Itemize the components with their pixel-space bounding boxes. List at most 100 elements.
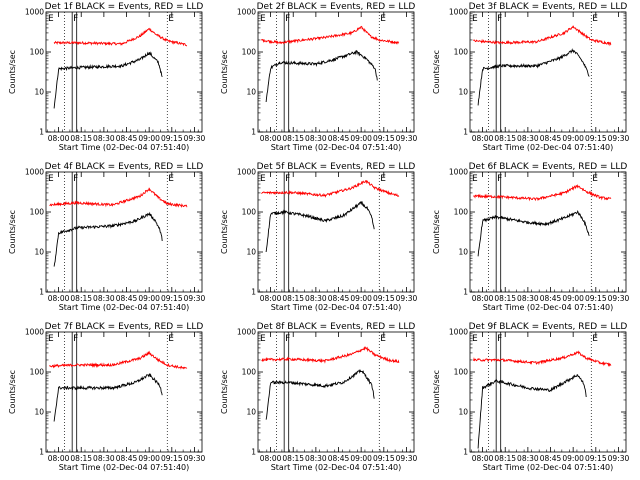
lld-rate-line [473,25,612,47]
x-tick-label: 09:00 [350,454,372,463]
x-axis-label: Start Time (02-Dec-04 07:51:40) [59,463,190,472]
y-axis-label: Counts/sec [8,210,17,254]
y-tick-label: 10 [34,248,44,257]
interval-marker-label: F [497,174,502,184]
y-tick-label: 1000 [237,8,256,17]
interval-marker-label: E [168,14,174,24]
interval-marker-label: F [285,174,290,184]
y-tick-label: 1000 [237,168,256,177]
y-tick-label: 100 [30,48,45,57]
interval-marker-label: E [260,334,266,344]
interval-marker-label: E [168,334,174,344]
interval-marker-label: F [497,14,502,24]
x-tick-label: 08:00 [260,294,282,303]
y-tick-label: 1 [39,448,44,457]
y-axis-label: Counts/sec [220,370,229,414]
y-tick-label: 100 [242,48,257,57]
detector-panel: Det 2f BLACK = Events, RED = LLD 1 10 100 10… [220,2,417,152]
y-tick-label: 1000 [449,8,468,17]
x-tick-label: 08:30 [305,134,327,143]
x-tick-label: 09:30 [608,134,630,143]
interval-marker-label: E [592,174,598,184]
x-tick-label: 08:15 [494,294,516,303]
x-axis-label: Start Time (02-Dec-04 07:51:40) [59,303,190,312]
interval-marker-label: E [48,174,54,184]
plot-frame [45,171,203,293]
interval-marker-label: E [380,334,386,344]
events-rate-line [53,373,163,422]
y-axis-label: Counts/sec [432,370,441,414]
x-tick-label: 09:15 [161,454,183,463]
x-tick-label: 08:30 [305,454,327,463]
x-tick-label: 08:00 [48,294,70,303]
x-tick-label: 08:15 [282,294,304,303]
interval-marker-label: E [48,334,54,344]
y-tick-label: 1 [39,288,44,297]
y-tick-label: 1000 [237,328,256,337]
y-tick-label: 100 [30,208,45,217]
plot-frame [469,171,627,293]
x-tick-label: 08:15 [70,294,92,303]
x-tick-label: 08:30 [93,134,115,143]
y-tick-label: 100 [454,48,469,57]
interval-marker-label: F [285,334,290,344]
y-tick-label: 1 [463,448,468,457]
x-tick-label: 09:15 [585,134,607,143]
y-tick-label: 100 [454,208,469,217]
x-axis-label: Start Time (02-Dec-04 07:51:40) [59,143,190,152]
x-tick-label: 09:00 [138,134,160,143]
x-tick-label: 08:45 [540,294,562,303]
events-rate-line [53,51,163,109]
y-tick-label: 10 [246,408,256,417]
x-tick-label: 08:00 [48,134,70,143]
interval-marker-label: E [168,174,174,184]
interval-marker-label: E [592,334,598,344]
x-tick-label: 09:00 [350,134,372,143]
plot-frame [257,171,415,293]
x-tick-label: 08:15 [494,134,516,143]
x-tick-label: 09:15 [373,294,395,303]
x-tick-label: 08:30 [93,454,115,463]
events-rate-line [265,200,375,253]
detector-panel: Det 8f BLACK = Events, RED = LLD 1 10 100 10… [220,322,417,472]
events-rate-line [477,374,587,449]
y-tick-label: 10 [458,408,468,417]
x-tick-label: 09:15 [161,294,183,303]
x-tick-label: 08:30 [305,294,327,303]
x-axis-label: Start Time (02-Dec-04 07:51:40) [271,463,402,472]
lld-rate-line [261,179,400,198]
panel-title: Det 9f BLACK = Events, RED = LLD [469,322,628,332]
x-tick-label: 08:00 [472,134,494,143]
y-axis-label: Counts/sec [8,50,17,94]
x-tick-label: 08:45 [328,134,350,143]
plot-frame [469,331,627,453]
x-axis-label: Start Time (02-Dec-04 07:51:40) [271,303,402,312]
x-tick-label: 09:30 [396,454,418,463]
x-tick-label: 08:00 [472,454,494,463]
y-tick-label: 1 [463,128,468,137]
interval-marker-label: E [380,14,386,24]
lld-rate-line [473,183,612,202]
y-axis-label: Counts/sec [220,50,229,94]
detector-panel: Det 3f BLACK = Events, RED = LLD 1 10 100 10… [432,2,629,152]
interval-marker-label: E [592,14,598,24]
panel-title: Det 7f BLACK = Events, RED = LLD [45,322,204,332]
interval-marker-label: E [472,334,478,344]
y-tick-label: 1 [463,288,468,297]
x-axis-label: Start Time (02-Dec-04 07:51:40) [271,143,402,152]
y-tick-label: 1 [251,128,256,137]
events-rate-line [265,49,378,103]
interval-marker-label: E [472,14,478,24]
x-tick-label: 08:30 [517,134,539,143]
x-tick-label: 08:45 [116,294,138,303]
x-tick-label: 08:00 [260,134,282,143]
x-tick-label: 09:30 [396,134,418,143]
x-tick-label: 09:30 [184,454,206,463]
y-axis-label: Counts/sec [220,210,229,254]
y-tick-label: 10 [34,88,44,97]
x-tick-label: 09:00 [350,294,372,303]
detector-panel: Det 7f BLACK = Events, RED = LLD 1 10 100 10… [8,322,205,472]
lld-rate-line [49,187,188,208]
panel-title: Det 1f BLACK = Events, RED = LLD [45,2,204,12]
